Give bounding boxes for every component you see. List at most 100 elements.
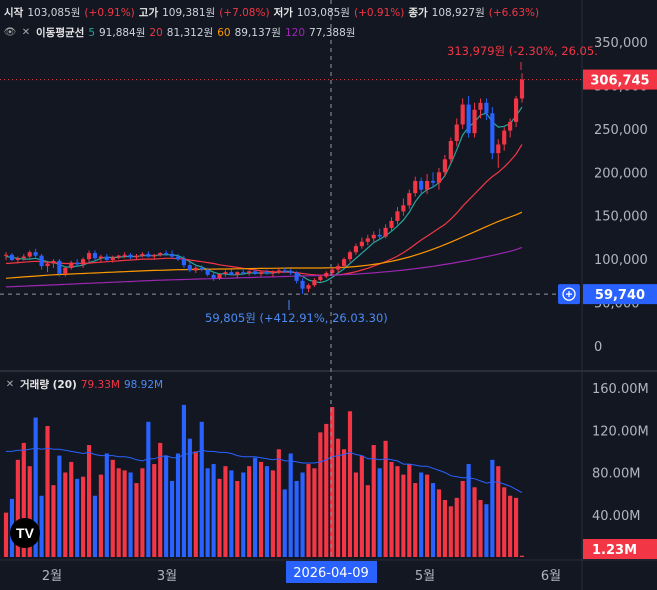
volume-bar [51,485,56,557]
volume-bar [347,411,353,557]
volume-bar [508,495,513,557]
candle-body [217,273,222,279]
crosshair-price-text: 59,740 [595,288,645,303]
volume-bar [39,495,44,557]
price-tick-label: 0 [594,340,602,355]
candle-body [21,256,26,259]
volume-bar [436,489,442,557]
volume-tick-label: 120.00M [592,424,649,439]
candle-body [45,263,50,267]
close-value: 108,927원 [431,7,485,19]
volume-bar [217,478,222,557]
volume-bar [229,470,234,557]
price-tick-label: 150,000 [594,210,648,225]
candle-body [122,254,127,256]
volume-bar [425,474,430,557]
add-alert-icon[interactable] [558,284,580,305]
high-value: 109,381원 [162,7,216,19]
low-label: 저가 [273,7,293,19]
volume-tick-label: 40.00M [592,509,640,524]
close-icon[interactable]: ✕ [5,379,15,390]
candle-body [472,109,477,134]
ma5-value: 91,884원 [99,27,146,39]
candle-body [336,266,341,270]
ma-header: 👁 ✕ 이동평균선 5 91,884원 20 81,312원 60 89,137… [3,25,356,40]
volume-bar [454,497,459,557]
candle-body [460,104,465,125]
volume-bar [490,459,495,557]
candle-body [341,259,347,267]
volume-bar [472,487,477,557]
price-tick-label: 100,000 [594,253,648,268]
volume-bar [3,512,9,557]
candle-body [63,267,68,274]
volume-bar [253,457,258,557]
candle-body [27,252,32,257]
volume-bar [45,426,50,557]
candle-body [306,285,311,289]
candle-body [425,180,430,190]
volume-bar [110,459,115,557]
candle-body [419,180,424,190]
volume-bar [63,472,68,557]
time-tick-label: 2월 [42,569,62,584]
ma-label: 이동평균선 [36,27,85,39]
volume-value-2: 98.92M [123,378,164,391]
volume-bar [383,440,388,557]
candle-body [98,256,103,259]
candle-body [490,113,495,154]
candle-body [92,253,98,259]
volume-bar [33,417,38,557]
visibility-icon[interactable]: 👁 [3,27,17,38]
candle-body [383,227,388,237]
open-label: 시작 [4,7,24,19]
volume-bar [116,468,121,557]
volume-bar [211,464,216,557]
volume-bar [419,472,424,557]
candle-body [430,180,436,183]
candle-body [519,79,525,99]
candle-body [241,272,246,274]
candle-body [389,220,394,228]
ma120-value: 77,388원 [309,27,356,39]
volume-bar [359,455,364,557]
candle-body [3,254,9,256]
volume-bar [413,483,418,557]
volume-bar [336,438,341,557]
candle-body [175,256,181,260]
candle-body [401,205,406,212]
volume-tick-label: 80.00M [592,467,640,482]
volume-bar [442,499,447,557]
candle-body [164,253,169,255]
ma-line-60 [5,211,523,279]
volume-bar [448,506,453,557]
time-tick-label: 6월 [541,569,561,584]
volume-bar [158,442,163,557]
candle-body [81,259,86,265]
volume-bar [164,455,169,557]
candle-body [496,144,501,154]
ma60-period: 60 [217,26,231,39]
open-change: (+0.91%) [84,6,135,19]
candle-body [282,270,287,272]
candle-body [205,269,210,275]
plus-circle [562,287,576,301]
volume-bar [181,404,187,557]
close-label: 종가 [408,7,428,19]
candle-body [128,254,133,258]
crosshair-price-badge [583,284,657,305]
candle-body [312,279,317,286]
candle-body [413,180,418,194]
volume-value-1: 79.33M [80,378,120,391]
candle-body [229,272,234,275]
volume-bar [134,483,139,557]
close-icon[interactable]: ✕ [21,27,31,38]
candle-body [110,257,115,261]
candle-body [33,252,38,256]
volume-bar [466,464,471,557]
candle-body [288,271,293,274]
candle-body [116,255,121,258]
candle-body [181,259,187,266]
